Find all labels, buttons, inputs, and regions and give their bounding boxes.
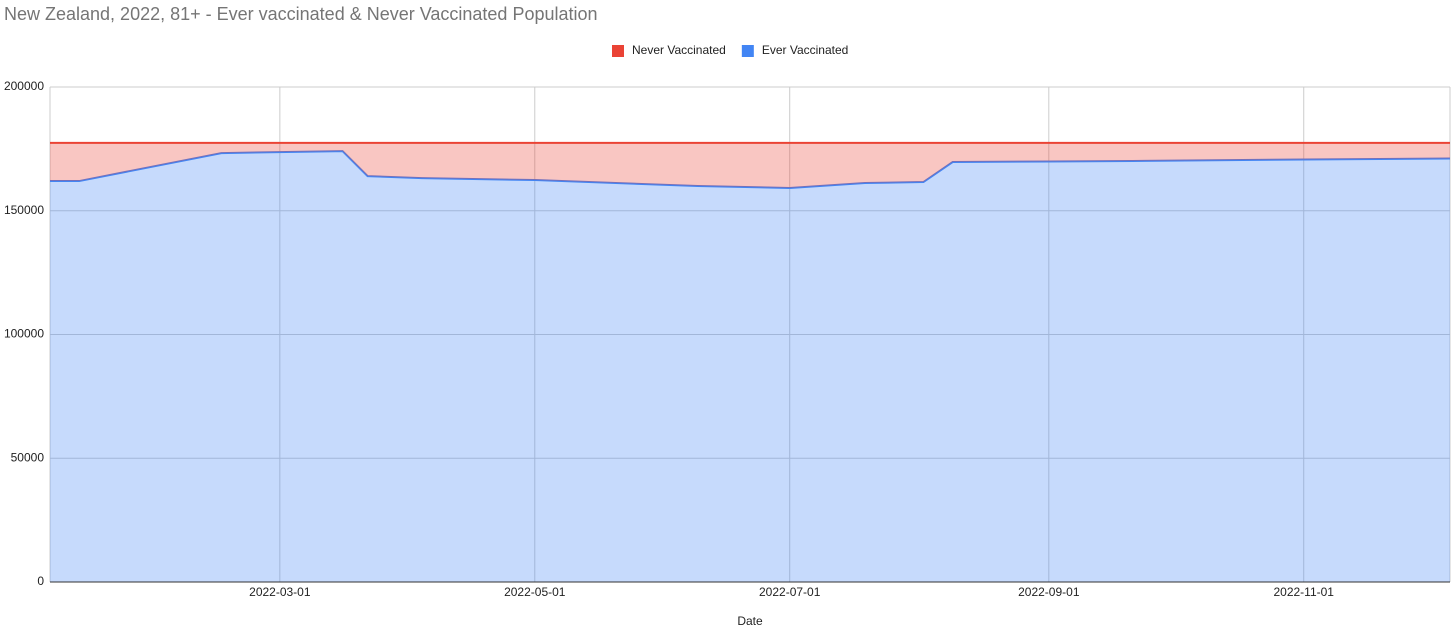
x-tick-label: 2022-03-01 (249, 585, 311, 599)
y-tick-label: 150000 (4, 203, 44, 217)
area (50, 151, 1450, 583)
legend-label: Ever Vaccinated (762, 43, 849, 57)
line (50, 150, 1451, 189)
x-tick-label: 2022-07-01 (759, 585, 821, 599)
legend-label: Never Vaccinated (632, 43, 726, 57)
legend-swatch (612, 45, 624, 57)
chart-title: New Zealand, 2022, 81+ - Ever vaccinated… (4, 4, 598, 24)
x-tick-label: 2022-09-01 (1018, 585, 1080, 599)
x-axis-title: Date (737, 614, 763, 628)
y-tick-label: 100000 (4, 327, 44, 341)
area (50, 142, 1450, 188)
y-tick-label: 50000 (11, 450, 45, 464)
y-tick-label: 0 (37, 574, 44, 588)
x-tick-label: 2022-05-01 (504, 585, 566, 599)
x-tick-label: 2022-11-01 (1273, 585, 1334, 599)
legend-swatch (741, 45, 754, 57)
y-tick-label: 200000 (4, 79, 44, 93)
